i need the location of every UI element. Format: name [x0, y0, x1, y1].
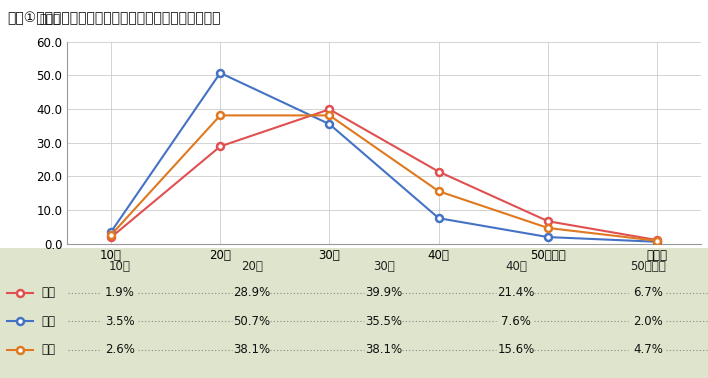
Text: 3.5%: 3.5% — [105, 315, 135, 328]
Text: 図表①　性別に見たインターネット利用者の年齢構成比: 図表① 性別に見たインターネット利用者の年齢構成比 — [7, 11, 221, 25]
Text: 21.4%: 21.4% — [498, 287, 535, 299]
Text: 35.5%: 35.5% — [365, 315, 403, 328]
Text: 28.9%: 28.9% — [234, 287, 270, 299]
Text: 4.7%: 4.7% — [633, 343, 663, 356]
Text: 2.6%: 2.6% — [105, 343, 135, 356]
Text: 50代以上: 50代以上 — [630, 260, 666, 273]
Text: 女性: 女性 — [41, 315, 55, 328]
Text: 38.1%: 38.1% — [365, 343, 403, 356]
Text: 7.6%: 7.6% — [501, 315, 531, 328]
Text: 20代: 20代 — [241, 260, 263, 273]
Text: 2.0%: 2.0% — [633, 315, 663, 328]
Text: 合計: 合計 — [41, 343, 55, 356]
Text: 男性: 男性 — [41, 287, 55, 299]
Text: 15.6%: 15.6% — [498, 343, 535, 356]
Text: 38.1%: 38.1% — [234, 343, 270, 356]
Text: 30代: 30代 — [373, 260, 395, 273]
Text: 50.7%: 50.7% — [234, 315, 270, 328]
Text: 1.9%: 1.9% — [105, 287, 135, 299]
Text: 6.7%: 6.7% — [633, 287, 663, 299]
Text: （％）: （％） — [39, 14, 60, 26]
Text: 40代: 40代 — [506, 260, 527, 273]
Text: 10代: 10代 — [109, 260, 131, 273]
Text: 39.9%: 39.9% — [365, 287, 403, 299]
